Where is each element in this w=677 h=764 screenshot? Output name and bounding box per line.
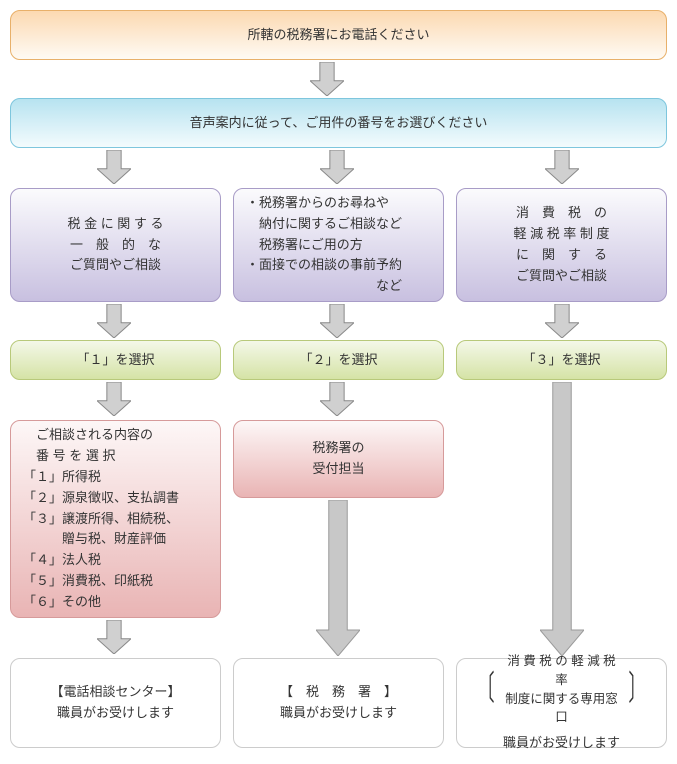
box-sel1: 「１」を選択 bbox=[10, 340, 221, 380]
box-cat3-line-3: ご質問やご相談 bbox=[516, 266, 607, 287]
box-sel3-text: 「３」を選択 bbox=[522, 350, 600, 371]
box-detail1-line-8: 「６」その他 bbox=[23, 592, 101, 613]
arrow-a8 bbox=[97, 382, 131, 416]
box-cat1: 税 金 に 関 す る一 般 的 なご質問やご相談 bbox=[10, 188, 221, 302]
box-cat3-line-0: 消 費 税 の bbox=[516, 203, 607, 224]
arrow-a6 bbox=[320, 304, 354, 338]
box-result3: 〔消 費 税 の 軽 減 税 率制度に関する専用窓口〕職員がお受けします bbox=[456, 658, 667, 748]
arrow-a3 bbox=[320, 150, 354, 184]
box-cat2-line-4: など bbox=[246, 276, 402, 297]
box-detail1-line-1: 番 号 を 選 択 bbox=[23, 446, 115, 467]
bracket-left: 〔 bbox=[478, 662, 495, 716]
box-result2: 【 税 務 署 】職員がお受けします bbox=[233, 658, 444, 748]
box-cat2-line-0: ・税務署からのお尋ねや bbox=[246, 193, 389, 214]
box-detail1-line-5: 贈与税、財産評価 bbox=[23, 529, 166, 550]
box-result2-line-2: 職員がお受けします bbox=[280, 703, 397, 724]
box-detail1-line-2: 「１」所得税 bbox=[23, 467, 101, 488]
box-result2-line-0: 【 税 務 署 】 bbox=[280, 682, 397, 703]
box-detail2-line-0: 税務署の bbox=[312, 438, 364, 459]
box-step2: 音声案内に従って、ご用件の番号をお選びください bbox=[10, 98, 667, 148]
box-cat3-line-1: 軽 減 税 率 制 度 bbox=[513, 224, 609, 245]
box-step1-text: 所轄の税務署にお電話ください bbox=[247, 25, 429, 46]
box-cat2-line-2: 税務署にご用の方 bbox=[246, 235, 363, 256]
box-sel2: 「２」を選択 bbox=[233, 340, 444, 380]
box-step2-text: 音声案内に従って、ご用件の番号をお選びください bbox=[190, 113, 488, 134]
box-sel3: 「３」を選択 bbox=[456, 340, 667, 380]
box-sel2-text: 「２」を選択 bbox=[299, 350, 377, 371]
box-cat1-line-2: ご質問やご相談 bbox=[70, 255, 161, 276]
box-detail1-line-6: 「４」法人税 bbox=[23, 550, 101, 571]
box-detail2-line-1: 受付担当 bbox=[312, 459, 364, 480]
box-result1: 【電話相談センター】職員がお受けします bbox=[10, 658, 221, 748]
arrow-a5 bbox=[97, 304, 131, 338]
box-cat2-line-1: 納付に関するご相談など bbox=[246, 214, 402, 235]
box-sel1-text: 「１」を選択 bbox=[76, 350, 154, 371]
box-cat1-line-1: 一 般 的 な bbox=[70, 235, 161, 256]
arrow-a1 bbox=[310, 62, 344, 96]
box-result3-line1-1: 制度に関する専用窓口 bbox=[505, 690, 618, 728]
box-result3-line2-0: 職員がお受けします bbox=[503, 733, 620, 754]
box-detail1-line-4: 「３」譲渡所得、相続税、 bbox=[23, 509, 179, 530]
arrow-a10 bbox=[97, 620, 131, 654]
box-step1: 所轄の税務署にお電話ください bbox=[10, 10, 667, 60]
big-arrow-b2 bbox=[540, 382, 584, 656]
arrow-a2 bbox=[97, 150, 131, 184]
box-cat3: 消 費 税 の軽 減 税 率 制 度に 関 す るご質問やご相談 bbox=[456, 188, 667, 302]
box-result1-line-2: 職員がお受けします bbox=[57, 703, 174, 724]
arrow-a4 bbox=[545, 150, 579, 184]
arrow-a9 bbox=[320, 382, 354, 416]
box-detail1-line-0: ご相談される内容の bbox=[23, 425, 153, 446]
bracket-right: 〕 bbox=[629, 662, 646, 716]
big-arrow-b1 bbox=[316, 500, 360, 656]
box-result1-line-0: 【電話相談センター】 bbox=[50, 682, 180, 703]
box-cat2: ・税務署からのお尋ねや 納付に関するご相談など 税務署にご用の方・面接での相談の… bbox=[233, 188, 444, 302]
box-detail1-line-3: 「２」源泉徴収、支払調書 bbox=[23, 488, 179, 509]
box-result3-line1-0: 消 費 税 の 軽 減 税 率 bbox=[505, 652, 618, 690]
box-detail2: 税務署の受付担当 bbox=[233, 420, 444, 498]
arrow-a7 bbox=[545, 304, 579, 338]
box-detail1-line-7: 「５」消費税、印紙税 bbox=[23, 571, 153, 592]
box-cat3-line-2: に 関 す る bbox=[516, 245, 607, 266]
box-cat1-line-0: 税 金 に 関 す る bbox=[67, 214, 163, 235]
box-cat2-line-3: ・面接での相談の事前予約 bbox=[246, 255, 402, 276]
box-detail1: ご相談される内容の 番 号 を 選 択「１」所得税「２」源泉徴収、支払調書「３」… bbox=[10, 420, 221, 618]
